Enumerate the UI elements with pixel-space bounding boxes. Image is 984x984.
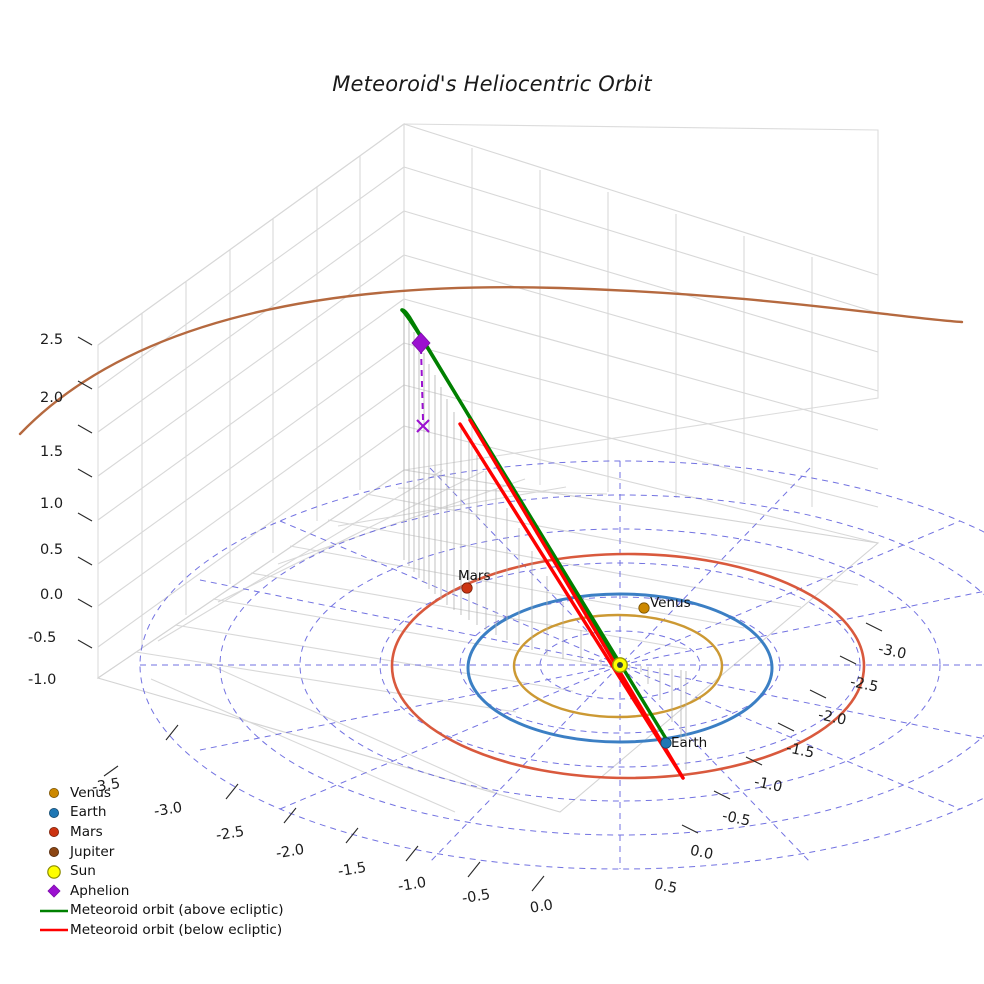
legend-item-aphelion[interactable]: Aphelion	[38, 881, 300, 901]
legend-item-mars[interactable]: Mars	[38, 822, 300, 842]
z-tick-label: 1.5	[40, 444, 64, 460]
aphelion-marker-icon	[411, 332, 431, 354]
earth-label: Earth	[671, 735, 708, 751]
z-tick-label: 2.5	[40, 332, 64, 348]
mars-marker-icon	[38, 822, 70, 841]
aphelion-projection-x-icon	[416, 419, 430, 433]
legend-item-venus[interactable]: Venus	[38, 783, 300, 803]
pane-right-wall	[403, 123, 879, 544]
pane-left-wall	[97, 122, 405, 680]
z-tick-label: 1.0	[40, 496, 64, 512]
axis-spines	[77, 336, 883, 892]
venus-orbit-path	[512, 613, 724, 719]
mars-marker-icon	[461, 582, 473, 594]
z-tick-label: 2.0	[40, 390, 64, 406]
sun-core	[617, 662, 623, 668]
legend-label: Meteoroid orbit (below ecliptic)	[70, 921, 283, 938]
legend-item-orbit-above[interactable]: Meteoroid orbit (above ecliptic)	[38, 901, 300, 921]
legend-label: Earth	[70, 804, 107, 821]
legend-item-jupiter[interactable]: Jupiter	[38, 842, 300, 862]
earth-orbit-path	[466, 592, 774, 744]
legend-label: Venus	[70, 784, 111, 801]
orbit-stem-lines	[403, 312, 687, 770]
earth-marker-icon	[38, 803, 70, 822]
page-title: Meteoroid's Heliocentric Orbit	[332, 72, 652, 96]
z-tick-label: 0.0	[40, 587, 64, 603]
legend-label: Jupiter	[70, 843, 115, 860]
legend-label: Meteoroid orbit (above ecliptic)	[70, 902, 284, 919]
venus-marker-icon	[38, 783, 70, 802]
meteoroid-orbit-above-ecliptic-return	[400, 308, 670, 744]
z-tick-label: -0.5	[28, 630, 57, 646]
mars-orbit-path	[390, 552, 866, 780]
jupiter-marker-icon	[38, 842, 70, 861]
venus-label: Venus	[650, 595, 691, 611]
meteoroid-orbit-below-ecliptic-return	[468, 418, 685, 780]
legend-label: Mars	[70, 823, 103, 840]
legend-item-sun[interactable]: Sun	[38, 861, 300, 881]
earth-marker-icon	[660, 737, 672, 749]
legend-item-earth[interactable]: Earth	[38, 803, 300, 823]
meteoroid-orbit-below-ecliptic	[458, 422, 685, 780]
legend-label: Aphelion	[70, 882, 130, 899]
legend-label: Sun	[70, 863, 96, 880]
axes-panes	[96, 122, 880, 813]
red-line-icon	[38, 920, 70, 939]
pane-floor	[96, 469, 880, 813]
aphelion-marker-icon	[38, 881, 70, 900]
sun-marker-icon	[38, 862, 70, 881]
legend-item-orbit-below[interactable]: Meteoroid orbit (below ecliptic)	[38, 920, 300, 940]
venus-marker-icon	[638, 602, 650, 614]
z-tick-label: 0.5	[40, 542, 64, 558]
legend: Venus Earth Mars Jupiter Sun	[38, 783, 300, 940]
jupiter-orbit-path	[18, 285, 964, 436]
green-line-icon	[38, 901, 70, 920]
mars-label: Mars	[458, 568, 491, 584]
z-tick-label: -1.0	[28, 672, 57, 688]
aphelion-projection-line	[420, 347, 424, 421]
